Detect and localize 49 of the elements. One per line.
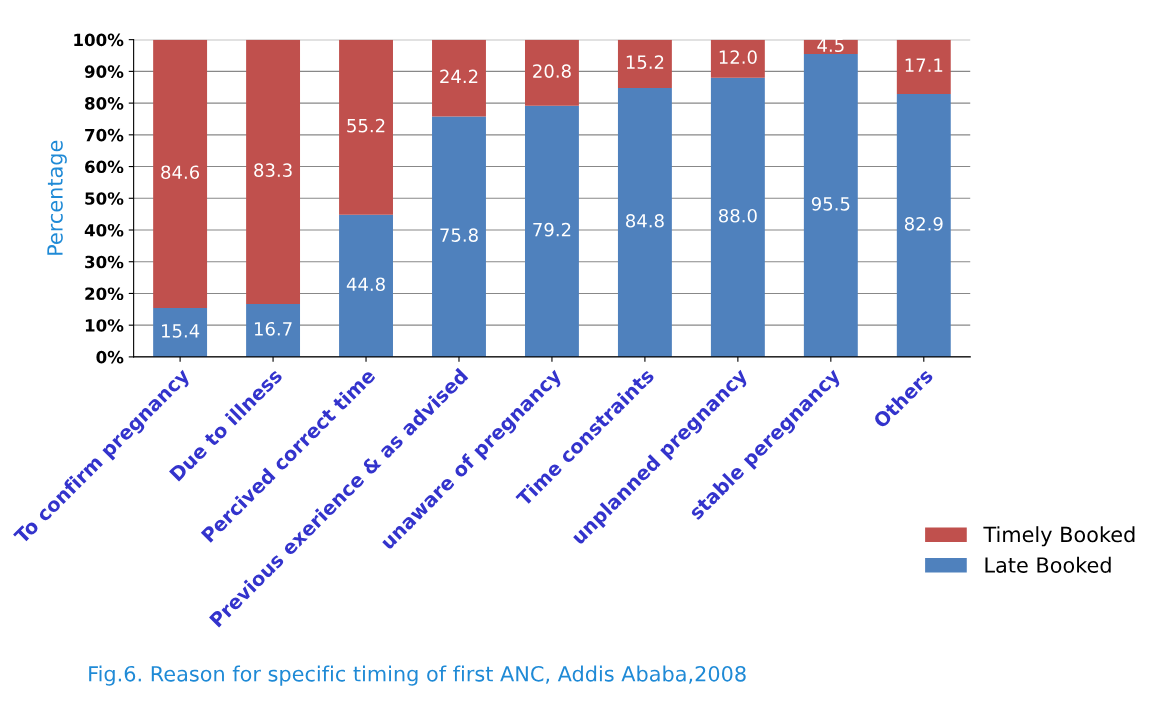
bar xyxy=(153,308,208,357)
bar xyxy=(339,39,393,215)
y-tick-label: 70% xyxy=(85,128,124,142)
legend-label: Timely Booked xyxy=(983,526,1135,547)
bar xyxy=(524,39,579,106)
bar xyxy=(617,87,672,357)
data-label: 75.8 xyxy=(440,228,478,242)
data-label: 44.8 xyxy=(346,277,385,292)
bar xyxy=(246,303,301,357)
data-label: 84.8 xyxy=(626,213,664,228)
y-tick-label: 20% xyxy=(85,287,124,301)
data-label: 20.8 xyxy=(533,64,571,78)
bar xyxy=(803,53,858,357)
bar xyxy=(524,105,579,357)
y-tick-label: 10% xyxy=(85,319,124,332)
data-label: 79.2 xyxy=(533,222,571,237)
data-label: 15.2 xyxy=(626,55,664,69)
data-label: 83.3 xyxy=(254,163,292,178)
bar xyxy=(246,39,301,304)
data-label: 84.6 xyxy=(161,165,200,180)
bar xyxy=(896,39,951,94)
bar xyxy=(710,77,765,357)
data-label: 15.4 xyxy=(161,324,200,338)
y-tick-label: 80% xyxy=(85,97,124,110)
bar xyxy=(617,39,672,88)
data-label: 95.5 xyxy=(811,196,850,211)
y-tick-label: 40% xyxy=(84,223,124,237)
data-label: 16.7 xyxy=(254,321,292,336)
data-label: 55.2 xyxy=(347,118,385,133)
text: Fig.6. Reason for specific timing of first ANC, Addis Ababa,2008 xyxy=(89,665,746,686)
bar xyxy=(153,39,208,309)
y-tick-label: 100% xyxy=(74,33,124,47)
y-tick-label: 90% xyxy=(84,65,124,78)
bar xyxy=(339,214,393,357)
y-axis-title: Percentage xyxy=(47,140,67,255)
y-tick-label: 0% xyxy=(96,350,124,364)
bar xyxy=(710,39,765,78)
bar xyxy=(896,93,951,357)
bar xyxy=(432,39,486,117)
data-label: 88.0 xyxy=(718,208,757,223)
bar xyxy=(432,116,486,357)
y-tick-label: 50% xyxy=(85,192,124,205)
y-tick-label: 30% xyxy=(85,255,124,269)
data-label: 17.1 xyxy=(905,58,943,72)
data-label: 24.2 xyxy=(440,69,478,84)
y-tick-label: 60% xyxy=(85,160,124,174)
legend-label: Late Booked xyxy=(985,556,1111,573)
data-label: 82.9 xyxy=(904,216,943,231)
data-label: 12.0 xyxy=(719,50,757,64)
